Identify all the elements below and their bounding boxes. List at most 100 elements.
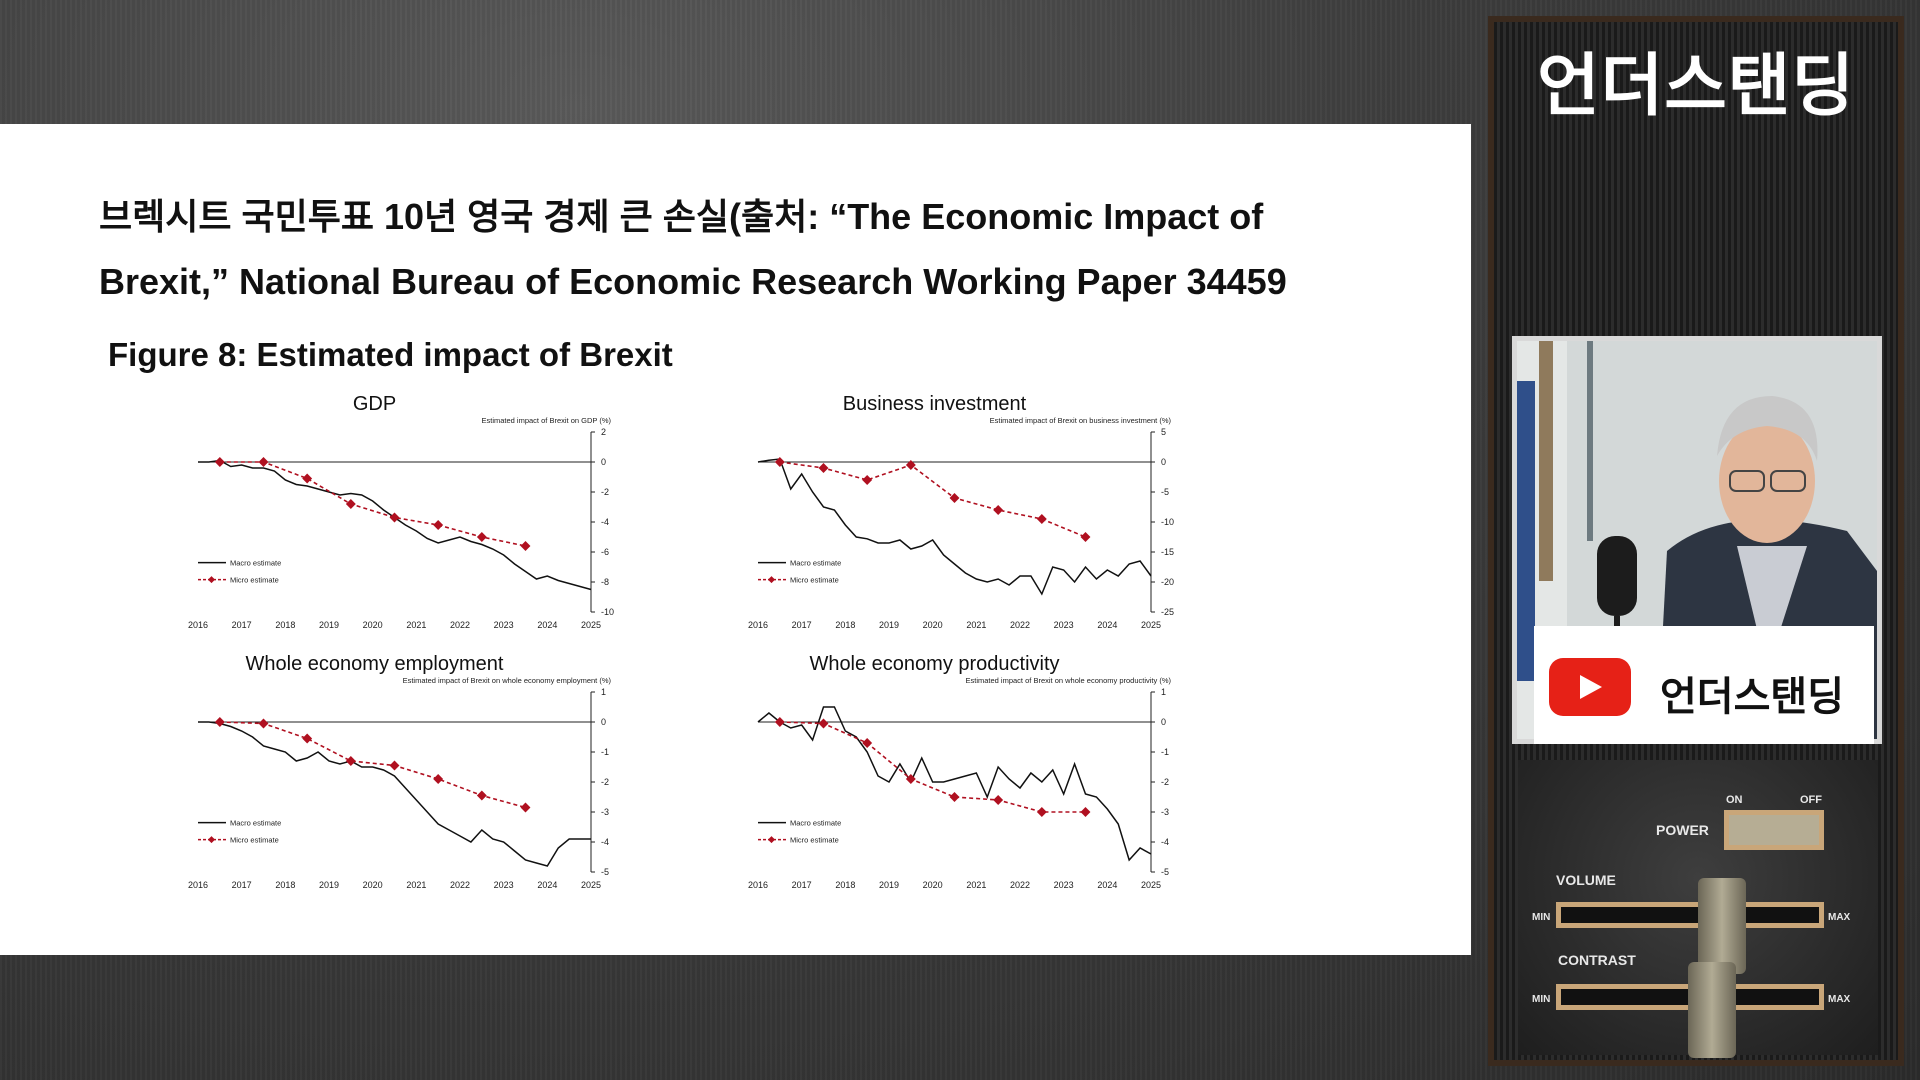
y-tick-label: -1 [601, 747, 609, 757]
micro-series-line [779, 721, 1086, 813]
y-tick-label: 0 [601, 717, 606, 727]
chart-title: Whole economy employment [246, 653, 504, 675]
macro-series-line [198, 721, 591, 867]
micro-point [818, 718, 829, 729]
y-tick-label: -6 [601, 547, 609, 557]
channel-name: 언더스탠딩 [1537, 48, 1855, 124]
x-tick-label: 2024 [1097, 620, 1117, 630]
chart-title: Business investment [843, 393, 1027, 415]
legend-macro-label: Macro estimate [230, 559, 281, 568]
y-axis-label: Estimated impact of Brexit on business i… [990, 416, 1172, 425]
slide-title: 브렉시트 국민투표 10년 영국 경제 큰 손실(출처: “The Econom… [99, 196, 1287, 302]
on-label: ON [1726, 794, 1743, 806]
y-tick-label: -2 [601, 487, 609, 497]
micro-point [949, 493, 960, 503]
chart-gdp: GDP Estimated impact of Brexit on GDP (%)… [188, 393, 614, 630]
micro-point [476, 532, 487, 542]
micro-point [1036, 514, 1047, 524]
y-axis-label: Estimated impact of Brexit on GDP (%) [482, 416, 612, 425]
y-tick-label: -4 [1161, 837, 1169, 847]
x-tick-label: 2020 [923, 880, 943, 890]
power-switch[interactable] [1724, 810, 1824, 850]
y-tick-label: -3 [601, 807, 609, 817]
y-axis-label: Estimated impact of Brexit on whole econ… [403, 676, 612, 685]
micro-point [1036, 807, 1047, 817]
x-tick-label: 2018 [835, 880, 855, 890]
y-tick-label: -4 [601, 517, 609, 527]
y-tick-label: -2 [601, 777, 609, 787]
x-tick-label: 2021 [406, 880, 426, 890]
y-tick-label: -5 [601, 867, 609, 877]
y-axis-label: Estimated impact of Brexit on whole econ… [966, 676, 1172, 685]
x-tick-label: 2019 [879, 620, 899, 630]
volume-min-label: MIN [1532, 912, 1551, 923]
x-tick-label: 2023 [494, 620, 514, 630]
x-tick-label: 2020 [363, 620, 383, 630]
y-tick-label: 0 [601, 457, 606, 467]
micro-point [774, 457, 785, 467]
x-tick-label: 2020 [363, 880, 383, 890]
play-icon [1580, 675, 1602, 699]
legend-macro-label: Macro estimate [790, 559, 841, 568]
micro-point [905, 774, 916, 784]
macro-series-line [198, 459, 592, 591]
x-tick-label: 2021 [966, 620, 986, 630]
x-tick-label: 2023 [494, 880, 514, 890]
y-tick-label: -5 [1161, 867, 1169, 877]
x-tick-label: 2018 [835, 620, 855, 630]
x-tick-label: 2018 [275, 620, 295, 630]
micro-point [1080, 532, 1091, 542]
micro-point [345, 499, 356, 509]
macro-series-line [757, 706, 1152, 862]
y-tick-label: -8 [601, 577, 609, 587]
x-tick-label: 2016 [748, 620, 768, 630]
micro-point [993, 505, 1004, 515]
contrast-min-label: MIN [1532, 994, 1551, 1005]
micro-point [345, 756, 356, 766]
micro-point [949, 792, 960, 802]
x-tick-label: 2016 [188, 880, 208, 890]
chart-title: Whole economy productivity [809, 653, 1059, 675]
x-tick-label: 2020 [923, 620, 943, 630]
x-tick-label: 2023 [1054, 880, 1074, 890]
y-tick-label: -20 [1161, 577, 1174, 587]
micro-point [258, 718, 269, 729]
y-tick-label: -10 [1161, 517, 1174, 527]
y-tick-label: -4 [601, 837, 609, 847]
micro-point [433, 520, 444, 530]
x-tick-label: 2024 [537, 880, 557, 890]
x-tick-label: 2019 [319, 880, 339, 890]
contrast-max-label: MAX [1828, 994, 1851, 1005]
chart-title: GDP [353, 393, 396, 415]
y-tick-label: -5 [1161, 487, 1169, 497]
volume-slider-track[interactable] [1556, 902, 1824, 928]
contrast-slider-knob[interactable] [1688, 962, 1736, 1058]
y-tick-label: -1 [1161, 747, 1169, 757]
x-tick-label: 2022 [450, 880, 470, 890]
micro-point [520, 541, 531, 551]
x-tick-label: 2019 [319, 620, 339, 630]
x-tick-label: 2016 [748, 880, 768, 890]
x-tick-label: 2025 [581, 880, 601, 890]
volume-slider-knob[interactable] [1698, 878, 1746, 974]
y-tick-label: -3 [1161, 807, 1169, 817]
x-tick-label: 2022 [450, 620, 470, 630]
y-tick-label: 2 [601, 427, 606, 437]
x-tick-label: 2024 [537, 620, 557, 630]
legend-micro-marker [207, 836, 216, 844]
micro-point [258, 457, 269, 467]
x-tick-label: 2022 [1010, 880, 1030, 890]
micro-point [520, 802, 531, 813]
off-label: OFF [1800, 794, 1822, 806]
x-tick-label: 2017 [792, 880, 812, 890]
contrast-label: CONTRAST [1558, 952, 1636, 968]
micro-series-line [779, 461, 1086, 538]
x-tick-label: 2017 [232, 620, 252, 630]
legend-micro-label: Micro estimate [790, 836, 839, 845]
micro-point [993, 795, 1004, 805]
micro-series-line [219, 721, 526, 809]
y-tick-label: 0 [1161, 717, 1166, 727]
macro-series-line [757, 458, 1152, 596]
